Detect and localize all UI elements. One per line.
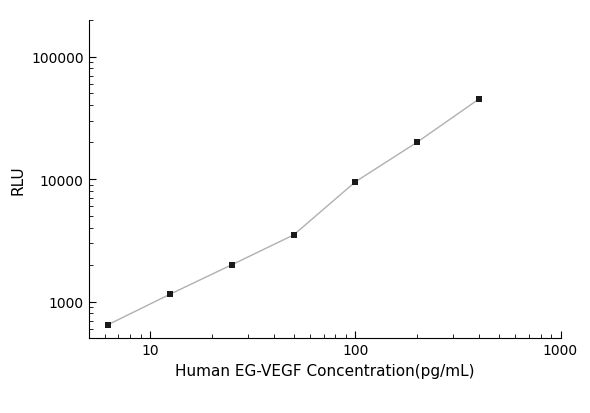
- Point: [350, 179, 360, 186]
- Point: [104, 321, 113, 328]
- Y-axis label: RLU: RLU: [11, 165, 25, 195]
- X-axis label: Human EG-VEGF Concentration(pg/mL): Human EG-VEGF Concentration(pg/mL): [175, 363, 474, 378]
- Point: [412, 140, 422, 146]
- Point: [227, 262, 237, 268]
- Point: [165, 291, 175, 298]
- Point: [289, 232, 299, 239]
- Point: [474, 97, 484, 103]
